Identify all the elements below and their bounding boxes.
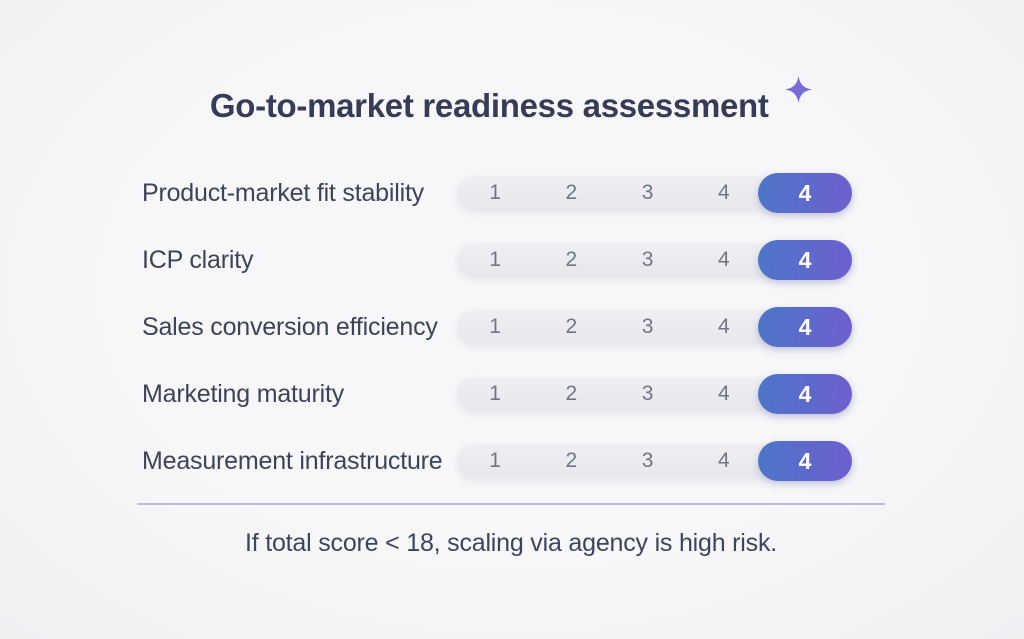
footer-note: If total score < 18, scaling via agency … <box>244 529 778 557</box>
rating-option-4[interactable]: 4 <box>718 449 730 472</box>
criterion-label: Sales conversion efficiency <box>142 312 438 341</box>
rating-options: 1 2 3 4 <box>457 377 762 411</box>
rating-option-2[interactable]: 2 <box>565 248 578 271</box>
criterion-label: Product-market fit stability <box>142 178 424 207</box>
rating-scale: 1 2 3 4 4 <box>457 441 852 481</box>
criterion-label: Marketing maturity <box>142 379 345 408</box>
rating-options: 1 2 3 4 <box>457 243 762 277</box>
rating-option-4[interactable]: 4 <box>718 181 730 204</box>
selected-score-pill[interactable]: 4 <box>758 307 852 347</box>
divider <box>137 503 885 505</box>
criterion-label: ICP clarity <box>142 245 254 274</box>
rating-option-1[interactable]: 1 <box>489 315 501 338</box>
rating-option-2[interactable]: 2 <box>565 181 578 204</box>
rating-option-4[interactable]: 4 <box>718 248 730 271</box>
sparkle-icon <box>785 73 813 111</box>
rating-option-2[interactable]: 2 <box>565 315 578 338</box>
rating-scale: 1 2 3 4 4 <box>457 374 852 414</box>
assessment-row-marketing-maturity: Marketing maturity 1 2 3 4 4 <box>137 374 885 414</box>
assessment-row-icp-clarity: ICP clarity 1 2 3 4 4 <box>137 240 885 280</box>
assessment-rows: Product-market fit stability 1 2 3 4 4 I… <box>137 173 885 481</box>
selected-score-pill[interactable]: 4 <box>758 240 852 280</box>
rating-option-3[interactable]: 3 <box>641 248 654 271</box>
selected-score-pill[interactable]: 4 <box>758 173 852 213</box>
rating-option-2[interactable]: 2 <box>565 449 578 472</box>
assessment-row-sales-conversion: Sales conversion efficiency 1 2 3 4 4 <box>137 307 885 347</box>
assessment-row-product-market-fit: Product-market fit stability 1 2 3 4 4 <box>137 173 885 213</box>
rating-options: 1 2 3 4 <box>457 176 762 210</box>
rating-option-4[interactable]: 4 <box>718 315 730 338</box>
rating-scale: 1 2 3 4 4 <box>457 240 852 280</box>
content-column: Go-to-market readiness assessment Produc… <box>137 0 885 558</box>
assessment-row-measurement-infrastructure: Measurement infrastructure 1 2 3 4 4 <box>137 441 885 481</box>
rating-option-2[interactable]: 2 <box>565 382 578 405</box>
rating-option-3[interactable]: 3 <box>641 382 654 405</box>
rating-option-1[interactable]: 1 <box>489 248 501 271</box>
selected-score-pill[interactable]: 4 <box>758 441 852 481</box>
rating-option-3[interactable]: 3 <box>641 449 654 472</box>
rating-scale: 1 2 3 4 4 <box>457 173 852 213</box>
rating-options: 1 2 3 4 <box>457 310 762 344</box>
header: Go-to-market readiness assessment <box>137 76 885 130</box>
rating-option-1[interactable]: 1 <box>489 382 501 405</box>
rating-option-1[interactable]: 1 <box>489 449 501 472</box>
rating-option-3[interactable]: 3 <box>641 315 654 338</box>
rating-option-3[interactable]: 3 <box>641 181 654 204</box>
rating-option-4[interactable]: 4 <box>718 382 730 405</box>
rating-options: 1 2 3 4 <box>457 444 762 478</box>
rating-scale: 1 2 3 4 4 <box>457 307 852 347</box>
page-title: Go-to-market readiness assessment <box>209 87 769 124</box>
selected-score-pill[interactable]: 4 <box>758 374 852 414</box>
criterion-label: Measurement infrastructure <box>142 446 443 475</box>
rating-option-1[interactable]: 1 <box>489 181 501 204</box>
